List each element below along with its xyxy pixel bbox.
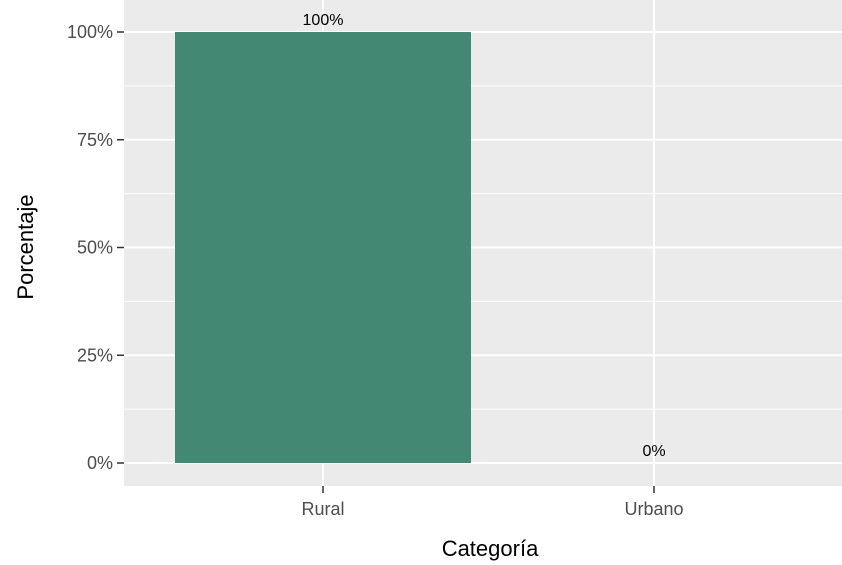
bar-rural [175,32,471,463]
data-label: 0% [642,443,665,460]
x-axis-title: Categoría [442,536,539,561]
y-axis-title: Porcentaje [13,194,38,299]
y-tick-label: 0% [87,453,113,473]
bars [175,32,471,463]
data-labels: 100% 0% [303,12,666,460]
y-tick-label: 50% [77,238,113,258]
y-tick-label: 75% [77,130,113,150]
x-tick-label: Rural [301,499,344,519]
y-axis: 0% 25% 50% 75% 100% [67,22,124,473]
y-tick-label: 25% [77,345,113,365]
data-label: 100% [303,12,344,29]
x-tick-label: Urbano [624,499,683,519]
x-axis: Rural Urbano [301,486,684,519]
y-tick-label: 100% [67,22,113,42]
